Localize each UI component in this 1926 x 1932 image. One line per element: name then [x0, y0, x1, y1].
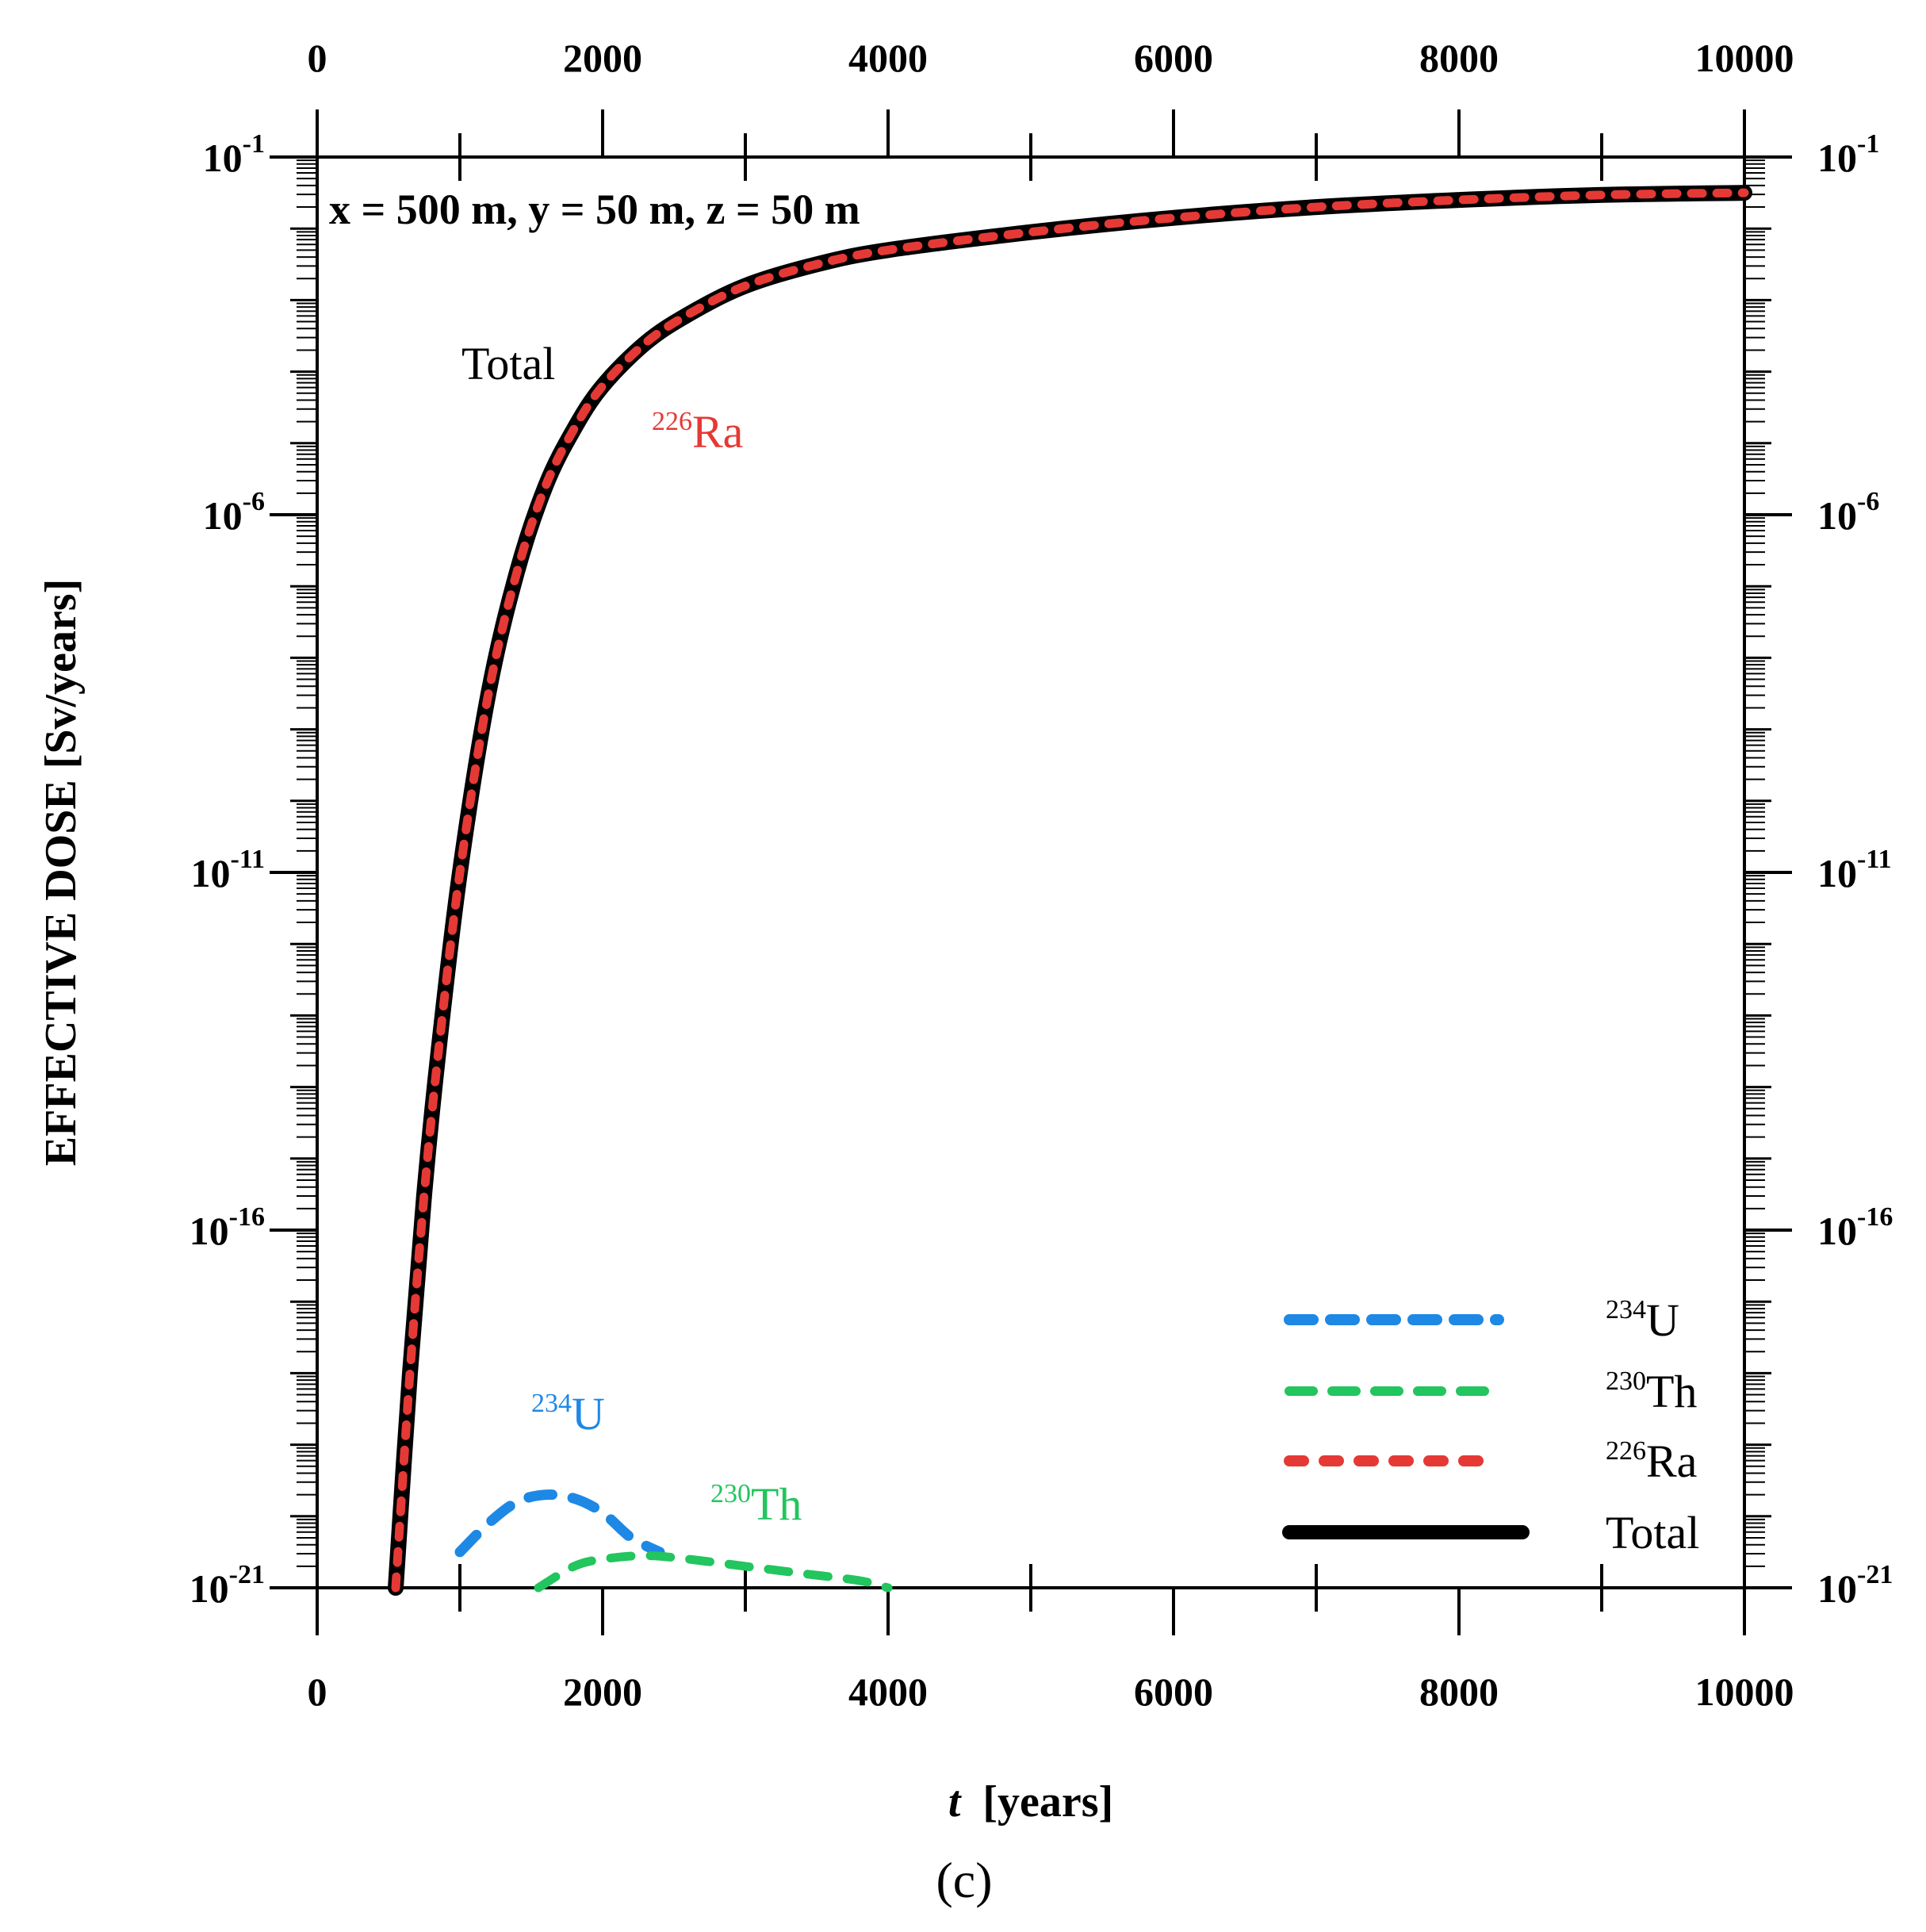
x-tick-label-top: 6000 [1134, 36, 1213, 80]
y-tick-exp: -1 [243, 129, 265, 159]
legend-ra226-symbol: Ra [1646, 1436, 1697, 1487]
legend-th230-mass: 230 [1606, 1367, 1646, 1396]
y-tick-label-right: 10-1 [1817, 129, 1879, 180]
label-th230-symbol: Th [751, 1478, 802, 1530]
y-tick-exp: -16 [1857, 1202, 1893, 1232]
label-ra226-mass: 226 [652, 407, 692, 436]
y-tick-base: 10 [1817, 1209, 1857, 1253]
x-tick-label-top: 2000 [563, 36, 642, 80]
y-tick-label-right: 10-6 [1817, 487, 1879, 538]
legend-u234-mass: 234 [1606, 1295, 1646, 1324]
series-line-230th [534, 1551, 893, 1593]
legend-label-u234: 234U [1606, 1294, 1679, 1346]
label-ra226-symbol: Ra [692, 406, 743, 458]
label-u234: 234U [531, 1388, 605, 1439]
legend-ra226-mass: 226 [1606, 1436, 1646, 1466]
y-tick-exp: -11 [231, 845, 265, 874]
x-tick-label-bottom: 0 [308, 1669, 327, 1714]
x-tick-label-top: 8000 [1419, 36, 1499, 80]
y-tick-exp: -21 [229, 1560, 265, 1589]
x-tick-label-top: 10000 [1695, 36, 1794, 80]
y-tick-base: 10 [191, 851, 231, 895]
series-line-234u [454, 1489, 665, 1558]
series-line-total [388, 185, 1752, 1596]
tick-labels: 0 0 2000 2000 4000 4000 6000 6000 8000 8000 10000 1… [190, 36, 1893, 1714]
series-line-226ra [391, 188, 1749, 1593]
label-th230-mass: 230 [710, 1479, 751, 1508]
y-tick-label-left: 10-11 [191, 845, 265, 895]
series-lines [388, 185, 1752, 1596]
legend-label-th230: 230Th [1606, 1366, 1697, 1417]
x-axis-var: t [948, 1777, 962, 1827]
y-tick-base: 10 [203, 493, 243, 538]
x-axis-title: t [years] [948, 1777, 1113, 1827]
y-tick-base: 10 [1817, 851, 1857, 895]
y-tick-base: 10 [1817, 136, 1857, 180]
x-tick-label-bottom: 2000 [563, 1669, 642, 1714]
y-tick-base: 10 [190, 1566, 229, 1611]
y-tick-exp: -6 [1857, 487, 1879, 516]
label-total-text: Total [461, 338, 555, 389]
legend: 234U 230Th 226Ra Total [1282, 1294, 1699, 1558]
x-tick-label-top: 4000 [848, 36, 928, 80]
y-tick-exp: -16 [229, 1202, 265, 1232]
label-th230: 230Th [710, 1478, 802, 1530]
y-tick-label-right: 10-11 [1817, 845, 1891, 895]
y-tick-exp: -6 [243, 487, 265, 516]
label-u234-mass: 234 [531, 1389, 572, 1418]
x-tick-label-bottom: 6000 [1134, 1669, 1213, 1714]
x-tick-label-bottom: 8000 [1419, 1669, 1499, 1714]
legend-label-ra226: 226Ra [1606, 1436, 1697, 1487]
condition-annotation: x = 500 m, y = 50 m, z = 50 m [329, 186, 860, 233]
label-total: Total [461, 338, 555, 389]
y-tick-exp: -1 [1857, 129, 1879, 159]
y-tick-exp: -21 [1857, 1560, 1893, 1589]
legend-th230-symbol: Th [1646, 1366, 1697, 1417]
y-tick-label-right: 10-21 [1817, 1560, 1893, 1611]
tick-marks [270, 109, 1792, 1635]
y-tick-exp: -11 [1857, 845, 1891, 874]
y-tick-base: 10 [203, 136, 243, 180]
x-tick-label-bottom: 4000 [848, 1669, 928, 1714]
y-tick-base: 10 [1817, 1566, 1857, 1611]
legend-u234-symbol: U [1646, 1294, 1679, 1346]
y-axis-title: EFFECTIVE DOSE [Sv/years] [36, 579, 86, 1167]
x-tick-label-top: 0 [308, 36, 327, 80]
y-tick-label-left: 10-16 [190, 1202, 265, 1253]
legend-label-total: Total [1606, 1507, 1699, 1558]
y-tick-label-left: 10-1 [203, 129, 265, 180]
figure-caption: (c) [936, 1852, 992, 1908]
label-u234-symbol: U [572, 1388, 605, 1439]
y-tick-label-left: 10-21 [190, 1560, 265, 1611]
x-axis-unit: [years] [982, 1777, 1113, 1827]
label-ra226: 226Ra [652, 406, 743, 458]
y-tick-base: 10 [1817, 493, 1857, 538]
y-tick-label-right: 10-16 [1817, 1202, 1893, 1253]
y-tick-label-left: 10-6 [203, 487, 265, 538]
y-tick-base: 10 [190, 1209, 229, 1253]
x-tick-label-bottom: 10000 [1695, 1669, 1794, 1714]
